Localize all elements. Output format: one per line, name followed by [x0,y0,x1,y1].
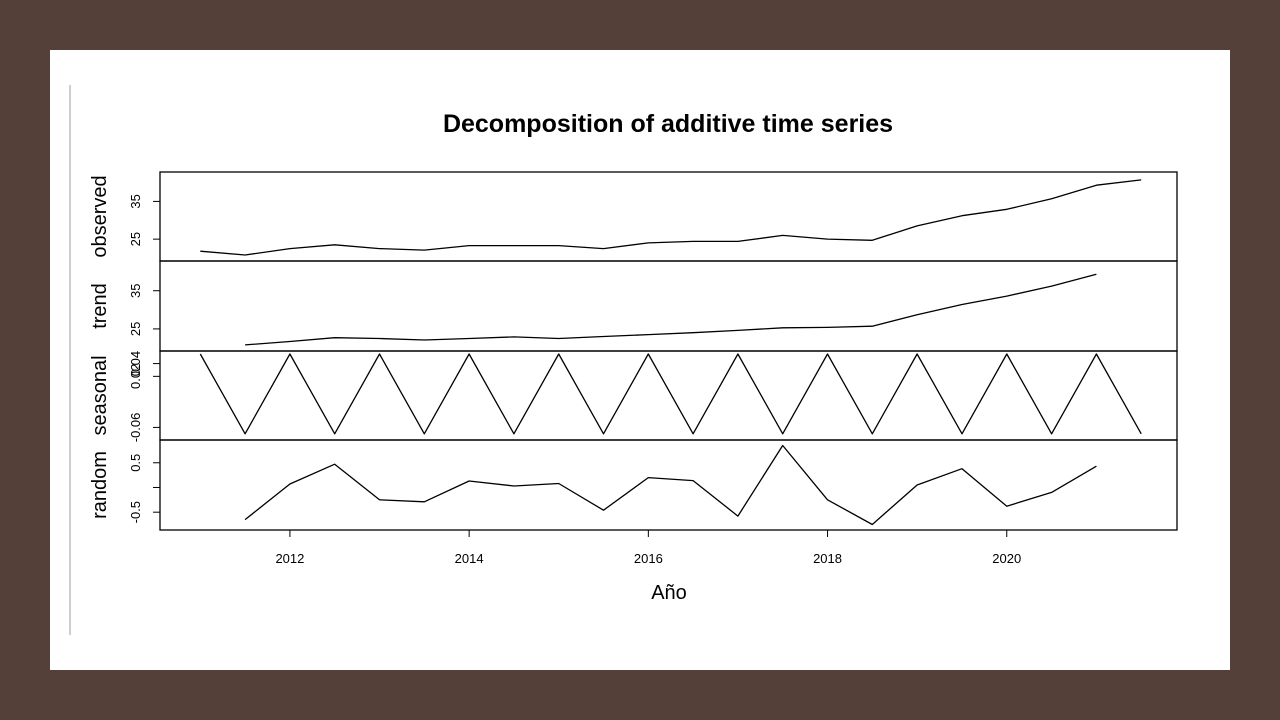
x-tick-label: 2018 [813,551,842,566]
panel-frame-observed [159,171,1178,262]
x-tick-label: 2020 [992,551,1021,566]
panel-seasonal: -0.06 0.020.04 seasonal [89,350,1178,443]
series-line-random [244,444,1097,526]
panel-trend: 25 35 trend [89,260,1178,352]
series-line-seasonal [199,353,1142,435]
panel-observed: 25 35 observed [89,171,1178,262]
slide-background: Decomposition of additive time series 25… [50,50,1230,670]
left-divider-line [69,85,71,635]
panels-group: 25 35 observed 25 35 trend -0.06 0.020.04 season… [89,171,1178,531]
chart-title: Decomposition of additive time series [443,110,893,138]
y-tick-label-seasonal: 0.02 [128,364,143,389]
y-axis-label-trend: trend [89,283,111,329]
x-tick-label: 2014 [455,551,484,566]
y-axis-label-seasonal: seasonal [89,355,111,435]
x-tick-label: 2016 [634,551,663,566]
y-tick-label-trend: 25 [128,322,143,336]
y-tick-label-trend: 35 [128,283,143,297]
decomposition-chart: Decomposition of additive time series 25… [89,110,1178,604]
y-tick-label-random: -0.5 [128,501,143,523]
y-tick-label-observed: 35 [128,194,143,208]
x-axis: 2012 2014 2016 2018 2020 [275,530,1021,566]
y-tick-label-random: 0.5 [128,454,143,472]
panel-random: -0.5 0.5 random [89,439,1178,531]
x-tick-label: 2012 [275,551,304,566]
y-axis-label-observed: observed [89,175,111,257]
y-tick-label-seasonal: -0.06 [128,413,143,443]
series-line-trend [245,273,1097,346]
panel-frame-trend [159,260,1178,352]
series-line-observed [200,179,1142,256]
x-axis-label: Año [651,582,687,604]
y-axis-label-random: random [89,451,111,519]
y-tick-label-observed: 25 [128,232,143,246]
y-tick-label-seasonal: 0.04 [128,351,143,376]
panel-frame-random [159,439,1178,531]
